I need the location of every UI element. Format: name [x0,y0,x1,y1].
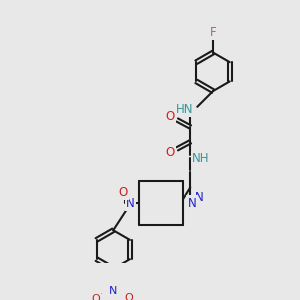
Text: O: O [118,186,128,199]
Text: N: N [126,196,135,210]
Text: N: N [188,196,197,210]
Text: O: O [166,110,175,123]
Text: HN: HN [176,103,194,116]
Text: N: N [109,286,117,296]
Text: O: O [91,294,100,300]
Text: O: O [166,146,175,159]
Text: O: O [124,293,134,300]
Text: N: N [195,191,203,204]
Text: F: F [210,26,216,39]
Text: ⁻: ⁻ [97,291,102,300]
Text: NH: NH [192,152,209,165]
